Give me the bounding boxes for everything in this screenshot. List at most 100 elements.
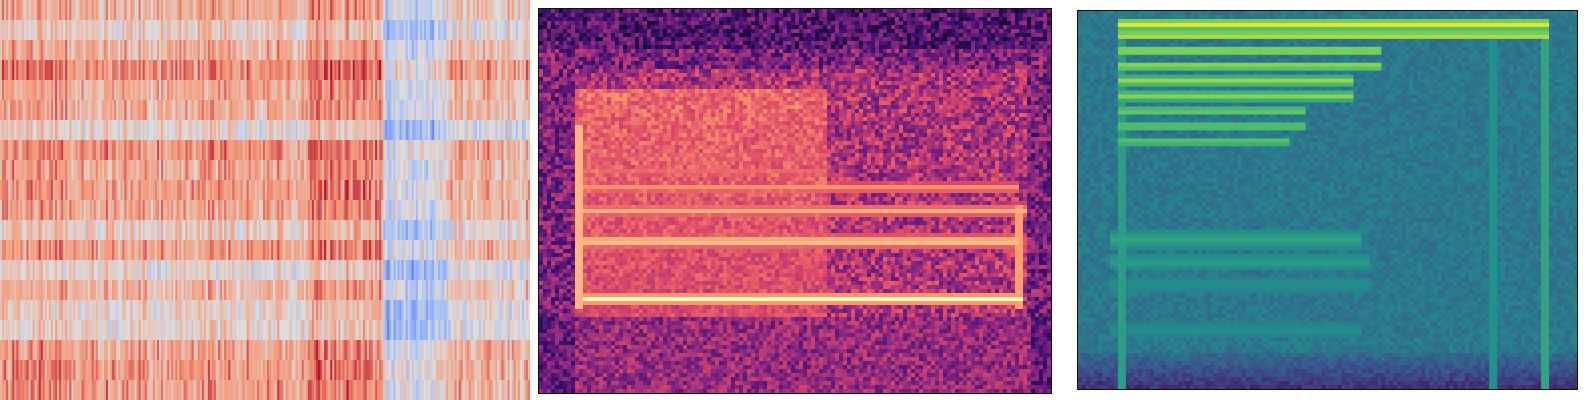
- heatmap-cell: [277, 140, 280, 161]
- heatmap-cell: [315, 80, 319, 101]
- heatmap-cell: [63, 300, 66, 321]
- heatmap-cell: [128, 40, 132, 61]
- heatmap-cell: [262, 140, 266, 161]
- heatmap-cell: [419, 360, 423, 381]
- heatmap-cell: [248, 340, 252, 361]
- heatmap-cell: [419, 40, 423, 61]
- heatmap-cell: [226, 0, 229, 21]
- heatmap-cell: [185, 200, 189, 221]
- heatmap-cell: [77, 100, 81, 121]
- heatmap-cell: [250, 240, 254, 261]
- heatmap-cell: [218, 120, 221, 141]
- heatmap-cell: [338, 0, 342, 21]
- heatmap-cell: [460, 200, 464, 221]
- heatmap-cell: [61, 80, 64, 101]
- heatmap-cell: [301, 140, 305, 161]
- heatmap-cell: [124, 180, 127, 201]
- heatmap-cell: [385, 100, 388, 121]
- heatmap-cell: [199, 100, 203, 121]
- heatmap-cell: [468, 380, 472, 400]
- heatmap-cell: [269, 300, 272, 321]
- heatmap-cell: [381, 340, 384, 361]
- heatmap-cell: [93, 380, 97, 400]
- heatmap-cell: [4, 60, 7, 81]
- heatmap-cell: [118, 0, 121, 21]
- heatmap-cell: [381, 140, 384, 161]
- heatmap-cell: [377, 320, 380, 341]
- heatmap-cell: [85, 240, 89, 261]
- heatmap-cell: [401, 120, 405, 141]
- heatmap-cell: [381, 200, 384, 221]
- heatmap-cell: [366, 380, 370, 400]
- heatmap-cell: [116, 340, 119, 361]
- heatmap-cell: [460, 80, 464, 101]
- heatmap-cell: [454, 140, 458, 161]
- heatmap-cell: [69, 100, 72, 121]
- heatmap-cell: [450, 180, 454, 201]
- heatmap-cell: [73, 380, 77, 400]
- heatmap-cell: [146, 360, 150, 381]
- heatmap-cell: [332, 60, 335, 81]
- heatmap-cell: [124, 220, 127, 241]
- heatmap-cell: [309, 340, 313, 361]
- heatmap-cell: [470, 20, 474, 41]
- heatmap-cell: [352, 280, 356, 301]
- heatmap-cell: [230, 280, 233, 301]
- heatmap-cell: [171, 260, 174, 281]
- heatmap-cell: [293, 320, 297, 341]
- heatmap-cell: [99, 80, 103, 101]
- heatmap-cell: [236, 60, 240, 81]
- heatmap-cell: [452, 100, 456, 121]
- heatmap-cell: [199, 0, 203, 21]
- heatmap-cell: [175, 200, 178, 221]
- heatmap-cell: [230, 320, 233, 341]
- heatmap-cell: [503, 260, 507, 281]
- heatmap-cell: [267, 80, 270, 101]
- heatmap-cell: [181, 300, 185, 321]
- heatmap-cell: [50, 200, 54, 221]
- heatmap-cell: [479, 20, 482, 41]
- heatmap-cell: [59, 240, 62, 261]
- heatmap-cell: [212, 260, 215, 281]
- heatmap-cell: [199, 180, 203, 201]
- heatmap-cell: [244, 240, 248, 261]
- heatmap-cell: [495, 60, 498, 81]
- heatmap-cell: [95, 160, 99, 181]
- heatmap-cell: [438, 20, 441, 41]
- heatmap-cell: [368, 300, 372, 321]
- heatmap-cell: [358, 300, 362, 321]
- heatmap-cell: [389, 80, 392, 101]
- heatmap-cell: [371, 200, 374, 221]
- heatmap-cell: [120, 220, 123, 241]
- heatmap-cell: [122, 80, 125, 101]
- heatmap-cell: [289, 340, 293, 361]
- heatmap-cell: [411, 360, 415, 381]
- heatmap-cell: [232, 300, 236, 321]
- heatmap-cell: [207, 160, 211, 181]
- heatmap-cell: [238, 80, 242, 101]
- heatmap-cell: [279, 340, 282, 361]
- heatmap-cell: [89, 280, 93, 301]
- heatmap-cell: [128, 320, 132, 341]
- heatmap-cell: [421, 100, 425, 121]
- heatmap-cell: [238, 240, 242, 261]
- heatmap-cell: [334, 120, 337, 141]
- heatmap-cell: [438, 160, 441, 181]
- heatmap-cell: [99, 320, 103, 341]
- heatmap-cell: [415, 220, 419, 241]
- heatmap-cell: [0, 40, 3, 61]
- heatmap-cell: [79, 320, 83, 341]
- heatmap-cell: [346, 380, 350, 400]
- heatmap-cell: [491, 120, 494, 141]
- heatmap-cell: [295, 60, 299, 81]
- heatmap-cell: [226, 80, 229, 101]
- heatmap-cell: [305, 80, 309, 101]
- heatmap-cell: [444, 20, 448, 41]
- heatmap-cell: [258, 300, 262, 321]
- heatmap-cell: [22, 340, 26, 361]
- heatmap-cell: [330, 60, 333, 81]
- heatmap-cell: [450, 100, 454, 121]
- heatmap-cell: [246, 200, 250, 221]
- heatmap-cell: [242, 300, 246, 321]
- heatmap-cell: [126, 380, 130, 400]
